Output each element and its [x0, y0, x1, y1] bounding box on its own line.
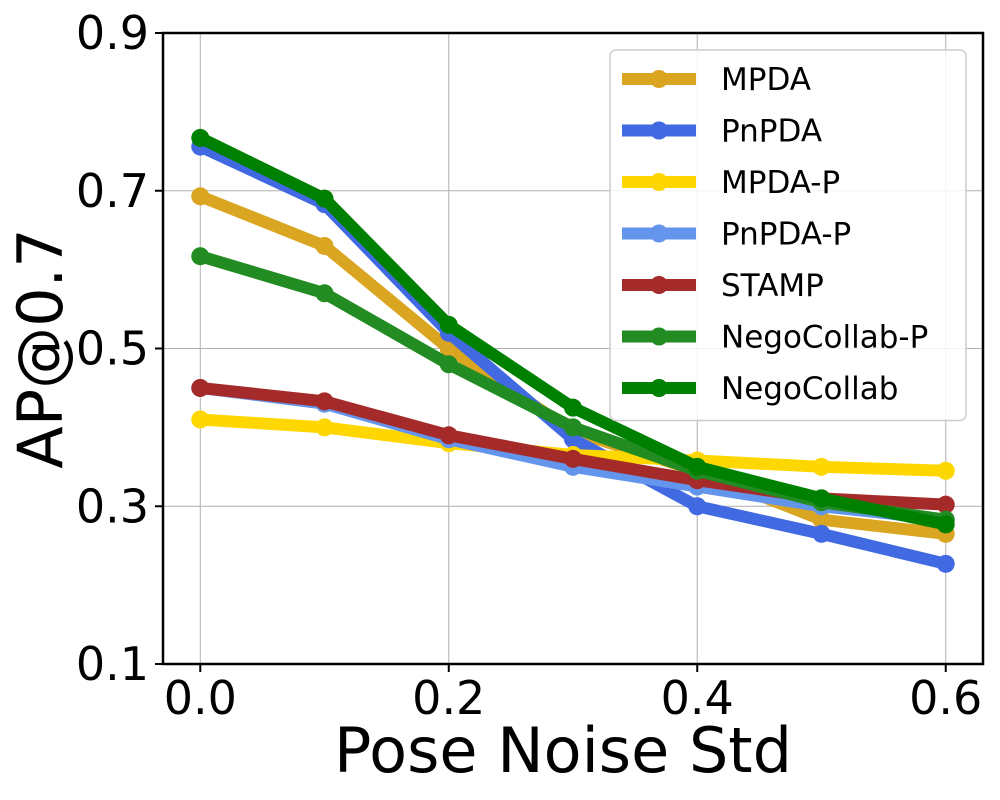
data-point	[439, 355, 458, 374]
legend-item: PnPDA	[622, 114, 822, 150]
y-tick-label: 0.3	[76, 479, 149, 533]
legend-label: PnPDA-P	[721, 217, 851, 253]
data-point	[191, 410, 210, 429]
legend: MPDA PnPDA MPDA-P PnPDA-P STAMP NegoCollab-P N…	[609, 49, 967, 422]
x-tick-label: 0.4	[661, 671, 734, 725]
legend-swatch-marker	[650, 173, 668, 191]
data-point	[688, 497, 707, 516]
legend-item: STAMP	[622, 268, 824, 304]
data-point	[564, 449, 582, 468]
data-point	[688, 457, 707, 476]
axis-ticks: 0.0 0.2 0.4 0.6 0.1 0.3 0.5 0.7 0.9	[76, 6, 982, 725]
legend-label: NegoCollab	[721, 371, 898, 407]
legend-swatch-marker	[650, 327, 668, 346]
data-point	[812, 489, 831, 508]
legend-label: STAMP	[721, 268, 824, 304]
legend-item: NegoCollab	[622, 371, 898, 407]
data-point	[936, 461, 955, 480]
data-point	[936, 554, 955, 573]
legend-item: MPDA-P	[622, 165, 840, 201]
y-axis-title: AP@0.7	[4, 228, 77, 468]
y-tick-label: 0.7	[76, 164, 149, 218]
data-point	[439, 426, 458, 445]
data-point	[191, 378, 210, 397]
data-point	[315, 284, 334, 303]
data-point	[315, 418, 334, 437]
legend-item: PnPDA-P	[622, 217, 851, 253]
data-point	[315, 392, 334, 411]
data-point	[812, 457, 831, 476]
data-point	[191, 128, 210, 147]
data-point	[812, 524, 831, 543]
legend-label: PnPDA	[721, 114, 822, 150]
y-tick-label: 0.1	[76, 637, 149, 691]
series-negocollab	[191, 128, 955, 534]
data-point	[315, 189, 334, 208]
x-tick-label: 0.0	[164, 671, 237, 725]
data-point	[191, 187, 210, 206]
data-point	[936, 495, 955, 514]
legend-swatch-marker	[650, 379, 668, 397]
x-tick-label: 0.6	[909, 671, 982, 725]
legend-label: MPDA	[721, 62, 811, 98]
data-point	[315, 236, 334, 255]
series-layer	[191, 128, 955, 573]
legend-label: MPDA-P	[721, 165, 840, 201]
legend-item: MPDA	[622, 62, 811, 98]
legend-swatch-marker	[650, 121, 668, 140]
legend-label: NegoCollab-P	[721, 320, 928, 356]
x-tick-label: 0.2	[412, 671, 485, 725]
y-tick-label: 0.5	[76, 322, 149, 376]
data-point	[191, 247, 210, 266]
data-point	[564, 418, 582, 437]
y-tick-label: 0.9	[76, 6, 149, 60]
data-point	[439, 315, 458, 334]
data-point	[936, 515, 955, 534]
legend-swatch-marker	[650, 70, 668, 88]
legend-swatch-marker	[650, 224, 668, 243]
legend-item: NegoCollab-P	[622, 320, 928, 356]
data-point	[564, 398, 582, 417]
legend-swatch-marker	[650, 276, 668, 294]
data-point	[812, 510, 831, 529]
x-axis-title: Pose Noise Std	[334, 714, 792, 787]
legend-box	[609, 49, 967, 422]
